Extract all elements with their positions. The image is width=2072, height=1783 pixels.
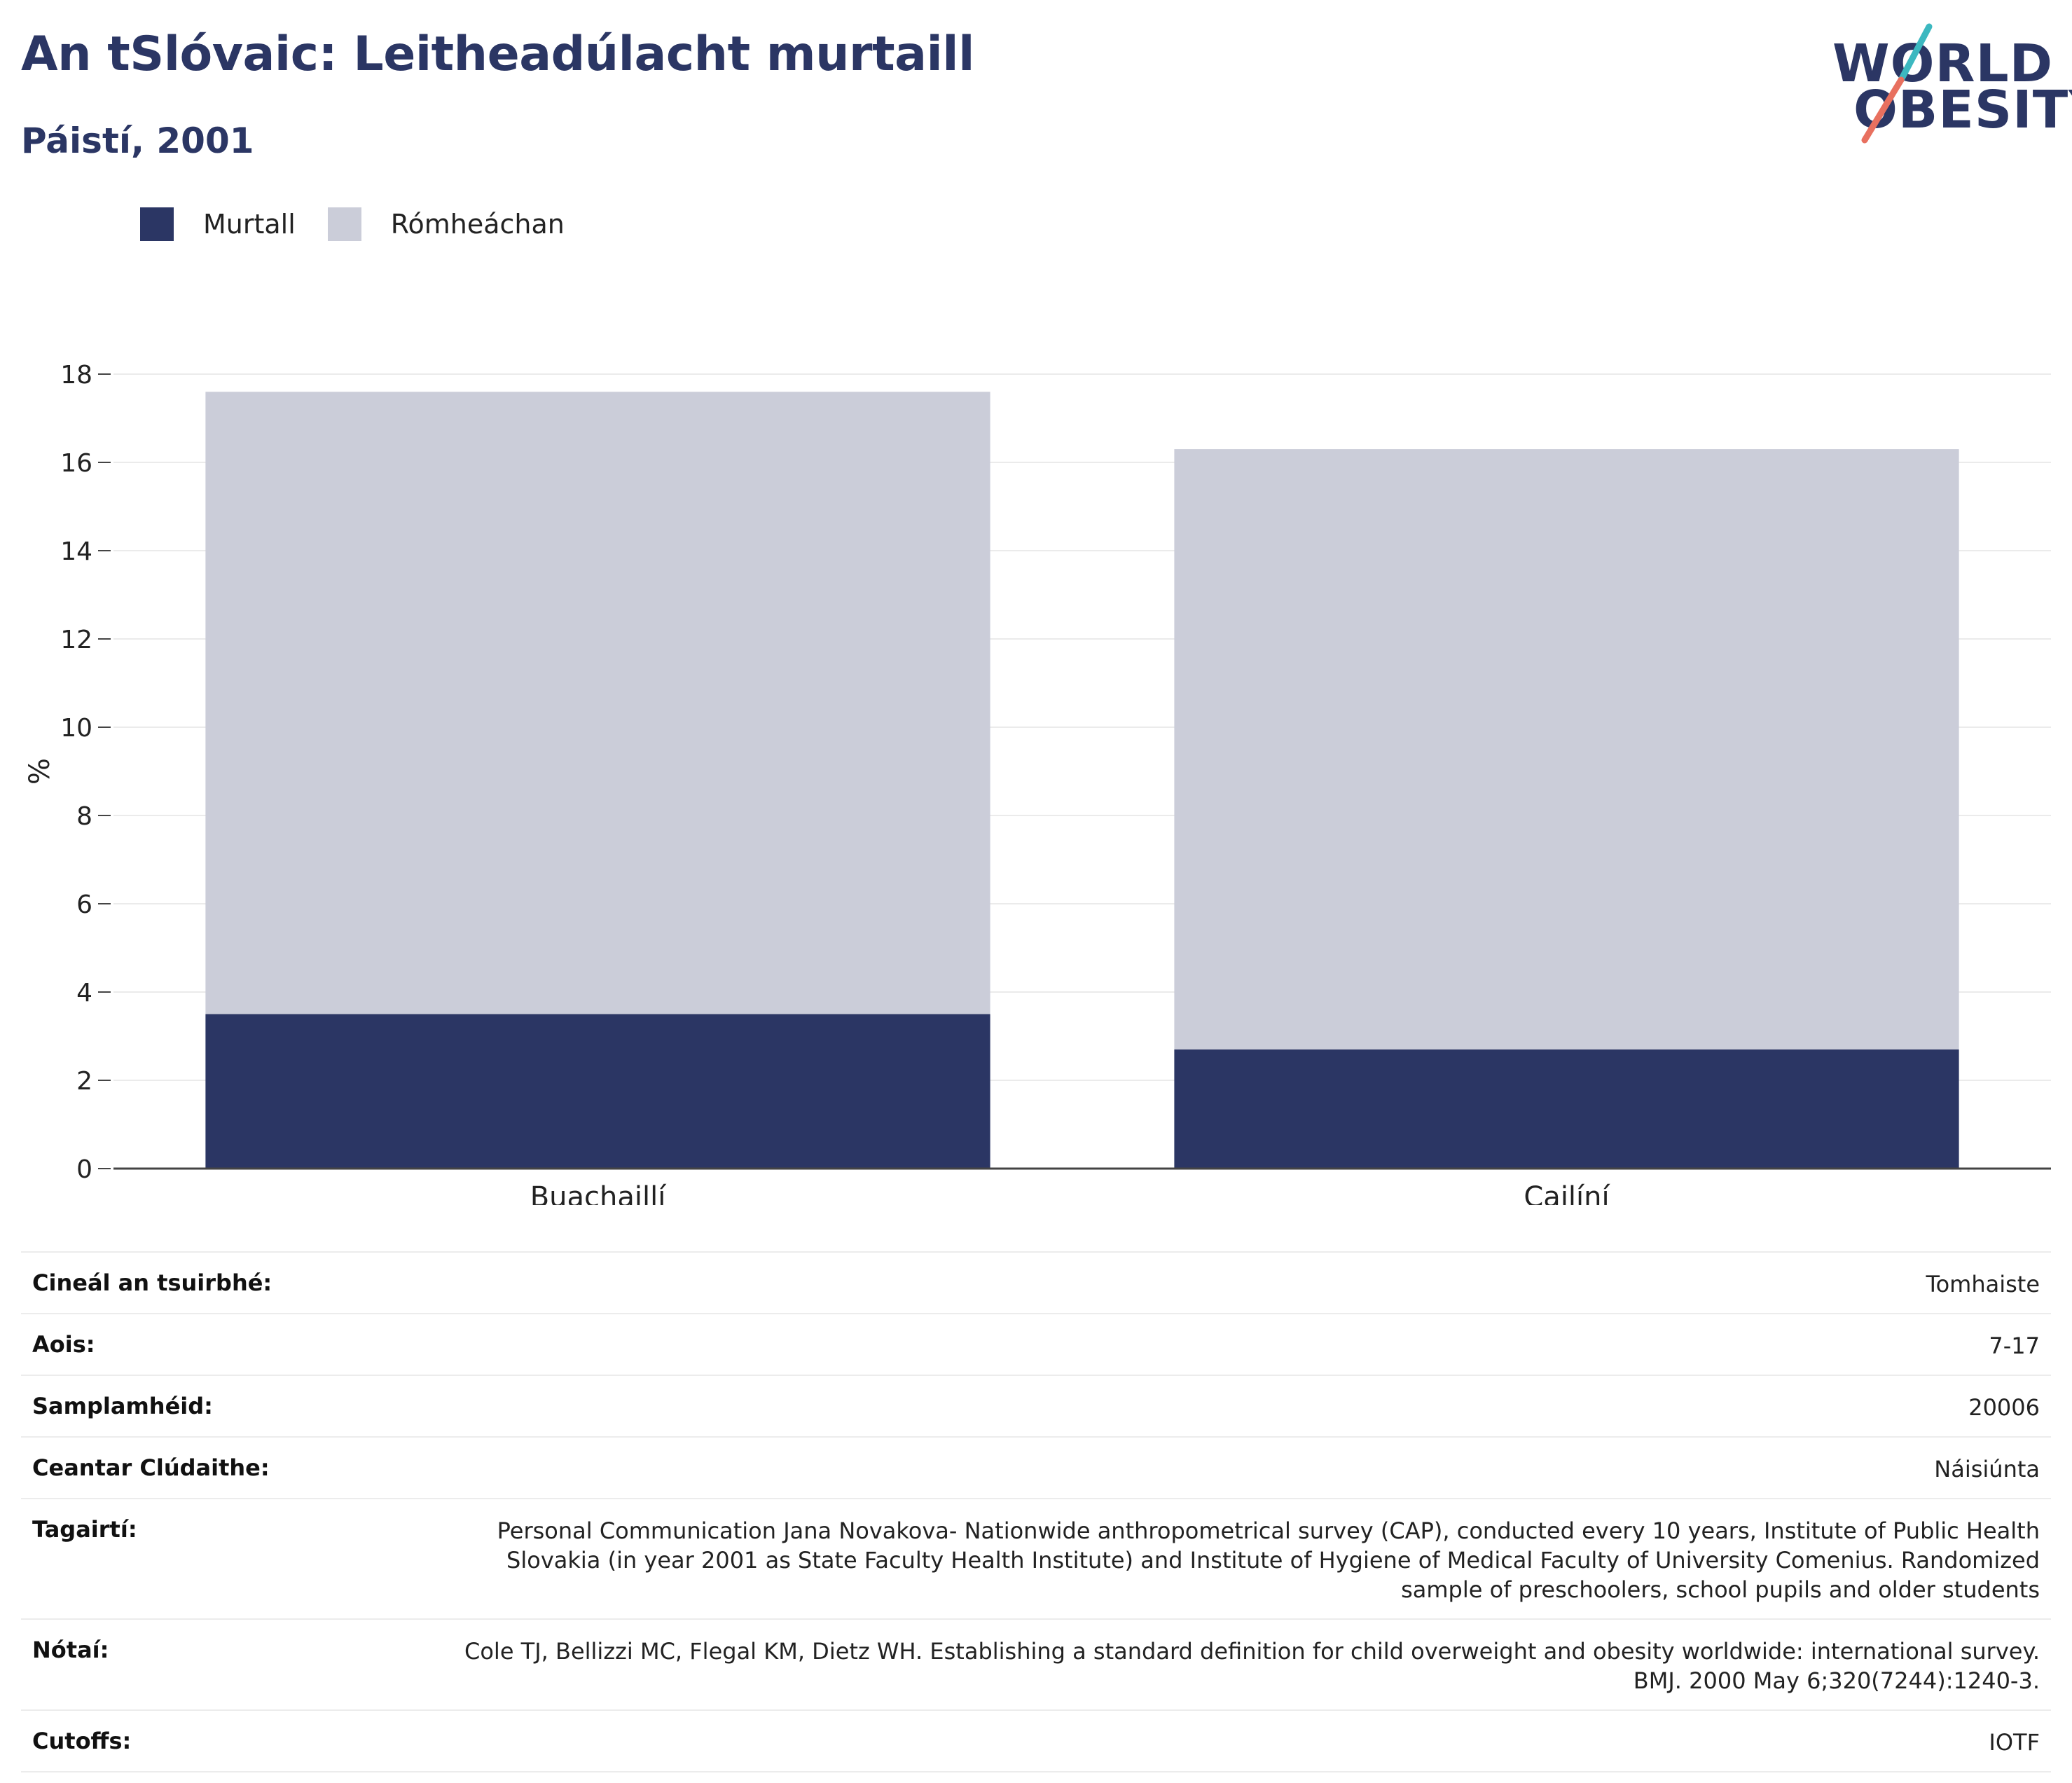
metadata-value: 7-17 [1989, 1333, 2040, 1359]
legend-item-murtall[interactable]: Murtall [140, 207, 296, 241]
bar-chart: 0 2 4 6 8 10 12 14 16 18% Buachaillí Cailíní [24, 361, 2051, 1205]
metadata-value: Personal Communication Jana Novakova- Na… [497, 1517, 2040, 1603]
logo-line1: WORLD [1832, 34, 2054, 94]
metadata-key: Nótaí: [32, 1637, 109, 1663]
legend-label-murtall: Murtall [203, 209, 296, 240]
y-tick-label-7: 14 [60, 537, 92, 566]
y-tick-label-8: 16 [60, 449, 92, 478]
chart-subtitle: Páistí, 2001 [21, 121, 254, 161]
metadata-key: Ceantar Clúdaithe: [32, 1454, 270, 1481]
legend-swatch-murtall [140, 207, 174, 241]
y-tick-label-3: 6 [76, 890, 92, 919]
metadata-value: 20006 [1968, 1394, 2040, 1421]
metadata-value: Cole TJ, Bellizzi MC, Flegal KM, Dietz W… [464, 1638, 2040, 1694]
survey-metadata-table: Cineál an tsuirbhé: Tomhaiste Aois: 7-17 Sam… [21, 1251, 2051, 1772]
y-tick-label-9: 18 [60, 361, 92, 390]
metadata-key: Cutoffs: [32, 1728, 132, 1754]
y-tick-label-2: 4 [76, 979, 92, 1007]
metadata-key: Samplamhéid: [32, 1393, 213, 1419]
world-obesity-logo: WORLD OBESITY [1828, 20, 2072, 146]
y-tick-label-4: 8 [76, 802, 92, 831]
chart-title: An tSlóvaic: Leitheadúlacht murtaill [21, 27, 974, 82]
metadata-value: Náisiúnta [1934, 1456, 2040, 1482]
y-tick-label-0: 0 [76, 1155, 92, 1184]
y-axis-title: % [24, 758, 56, 785]
metadata-key: Tagairtí: [32, 1516, 137, 1543]
metadata-row: Cineál an tsuirbhé: Tomhaiste [21, 1253, 2051, 1314]
legend-swatch-romheachan [327, 207, 361, 241]
logo-slash-icon [1861, 23, 1933, 144]
y-tick-label-6: 12 [60, 626, 92, 654]
x-category-label-0: Buachaillí [530, 1181, 668, 1205]
y-tick-label-5: 10 [60, 714, 92, 743]
metadata-row: Tagairtí: Personal Communication Jana Nov… [21, 1499, 2051, 1620]
metadata-row: Cutoffs: IOTF [21, 1711, 2051, 1772]
chart-legend: Murtall Rómheáchan [140, 207, 597, 241]
metadata-row: Aois: 7-17 [21, 1314, 2051, 1376]
legend-item-romheachan[interactable]: Rómheáchan [327, 207, 565, 241]
metadata-key: Aois: [32, 1331, 95, 1358]
metadata-row: Ceantar Clúdaithe: Náisiúnta [21, 1438, 2051, 1499]
metadata-key: Cineál an tsuirbhé: [32, 1269, 272, 1296]
bar-buachaillí-murtall [205, 1014, 990, 1169]
bar-cailíní-murtall [1174, 1049, 1959, 1169]
bar-buachaillí-rómheáchan [205, 392, 990, 1014]
y-tick-label-1: 2 [76, 1067, 92, 1096]
bar-cailíní-rómheáchan [1174, 449, 1959, 1049]
x-category-label-1: Cailíní [1524, 1181, 1610, 1205]
metadata-value: Tomhaiste [1926, 1271, 2040, 1297]
legend-label-romheachan: Rómheáchan [390, 209, 565, 240]
metadata-value: IOTF [1989, 1729, 2040, 1756]
metadata-row: Samplamhéid: 20006 [21, 1376, 2051, 1438]
metadata-row: Nótaí: Cole TJ, Bellizzi MC, Flegal KM, D… [21, 1620, 2051, 1711]
